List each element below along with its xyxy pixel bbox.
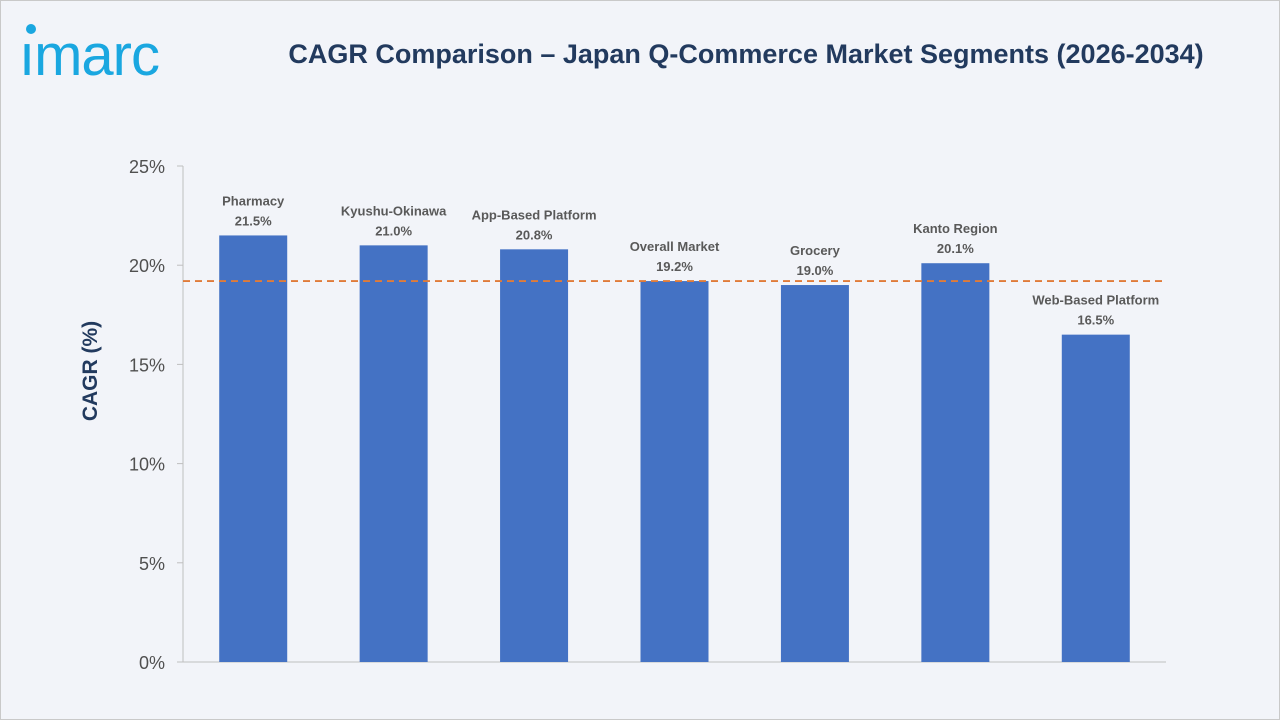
bars bbox=[219, 235, 1130, 663]
bar bbox=[500, 249, 569, 662]
chart-title: CAGR Comparison – Japan Q-Commerce Marke… bbox=[288, 39, 1204, 69]
y-tick-label: 10% bbox=[129, 455, 165, 475]
bar-value-label: 20.1% bbox=[937, 241, 974, 256]
bar-value-label: 21.0% bbox=[375, 223, 412, 238]
bar-category-label: Pharmacy bbox=[222, 193, 285, 208]
bar-category-label: App-Based Platform bbox=[472, 207, 597, 222]
bar bbox=[780, 285, 849, 662]
y-axis-label: CAGR (%) bbox=[79, 321, 102, 421]
bar-category-label: Kanto Region bbox=[913, 221, 998, 236]
bar-value-label: 16.5% bbox=[1077, 313, 1114, 328]
bar-value-label: 19.2% bbox=[656, 259, 693, 274]
bar bbox=[640, 281, 709, 662]
y-tick-label: 20% bbox=[129, 256, 165, 276]
svg-text:ımarc: ımarc bbox=[19, 23, 159, 83]
bar-value-label: 19.0% bbox=[796, 263, 833, 278]
bar bbox=[921, 263, 990, 662]
bar-category-label: Kyushu-Okinawa bbox=[341, 203, 447, 218]
y-tick-label: 0% bbox=[139, 653, 165, 673]
bar-value-label: 20.8% bbox=[516, 227, 553, 242]
bar bbox=[359, 245, 428, 663]
bar-category-label: Web-Based Platform bbox=[1032, 293, 1159, 308]
bar-category-label: Overall Market bbox=[630, 239, 720, 254]
bar-value-label: 21.5% bbox=[235, 213, 272, 228]
y-tick-label: 5% bbox=[139, 554, 165, 574]
bar-category-label: Grocery bbox=[790, 243, 841, 258]
bar bbox=[219, 235, 288, 662]
y-tick-label: 25% bbox=[129, 157, 165, 177]
bar-labels: 21.5% Pharmacy 21.0% Kyushu-Okinawa 20.8% App… bbox=[222, 193, 1159, 327]
y-axis: 0% 5% 10% 15% 20% 25% bbox=[129, 157, 1166, 673]
imarc-logo: ımarc bbox=[19, 23, 160, 83]
y-tick-label: 15% bbox=[129, 355, 165, 375]
bar bbox=[1061, 334, 1130, 662]
